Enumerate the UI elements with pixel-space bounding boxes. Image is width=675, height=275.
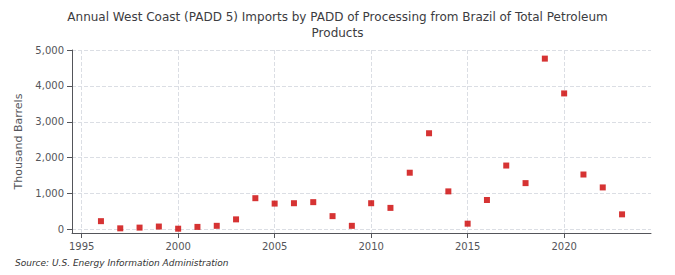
svg-text:Thousand Barrels: Thousand Barrels: [12, 93, 25, 190]
svg-text:3,000: 3,000: [35, 116, 64, 127]
svg-text:1995: 1995: [69, 241, 94, 252]
svg-text:2000: 2000: [165, 241, 190, 252]
svg-text:2015: 2015: [455, 241, 480, 252]
svg-text:Products: Products: [312, 26, 364, 40]
svg-text:2010: 2010: [358, 241, 383, 252]
svg-text:2020: 2020: [551, 241, 576, 252]
svg-text:Annual West Coast (PADD 5) Imp: Annual West Coast (PADD 5) Imports by PA…: [67, 10, 607, 24]
svg-text:Source: U.S. Energy Informatio: Source: U.S. Energy Information Administ…: [15, 258, 229, 268]
svg-text:4,000: 4,000: [35, 80, 64, 91]
svg-text:1,000: 1,000: [35, 188, 64, 199]
svg-text:2005: 2005: [262, 241, 287, 252]
svg-text:5,000: 5,000: [35, 45, 64, 56]
svg-text:2,000: 2,000: [35, 152, 64, 163]
svg-text:0: 0: [58, 224, 64, 235]
